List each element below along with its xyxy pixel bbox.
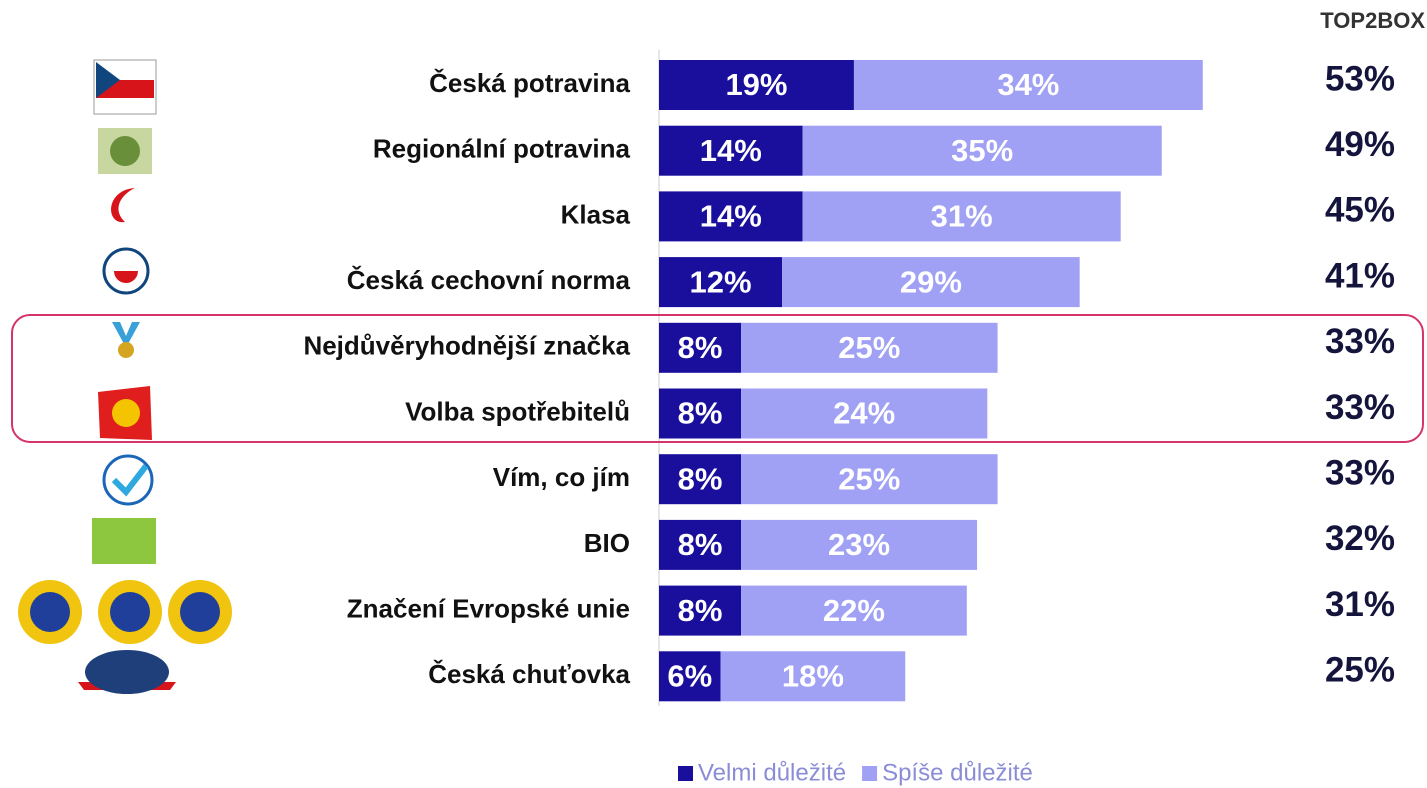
bar-segment <box>741 388 988 439</box>
category-label: BIO <box>584 528 630 558</box>
bar-segment <box>853 60 1203 110</box>
legend-label: Spíše důležité <box>882 759 1033 786</box>
top2box-value: 33% <box>1325 388 1395 427</box>
value-label: 35% <box>951 133 1013 168</box>
logo <box>112 399 140 427</box>
bar-segment <box>741 519 978 570</box>
legend-label: Velmi důležité <box>698 759 846 786</box>
bar-segment <box>659 454 742 505</box>
top2box-value: 33% <box>1325 322 1395 361</box>
bar-segment <box>659 191 803 242</box>
logo <box>102 454 154 506</box>
logo <box>85 650 169 694</box>
bar-segment <box>659 651 721 702</box>
value-label: 34% <box>997 67 1059 102</box>
value-label: 8% <box>678 461 723 496</box>
bar-segment <box>741 585 967 636</box>
bar-segment <box>782 257 1080 308</box>
value-label: 25% <box>838 330 900 365</box>
value-label: 6% <box>667 658 712 693</box>
value-label: 8% <box>678 396 723 431</box>
value-label: 19% <box>725 67 787 102</box>
value-label: 18% <box>782 658 844 693</box>
legend-swatch <box>678 766 693 781</box>
top2box-value: 49% <box>1325 125 1395 164</box>
category-label: Česká cechovní norma <box>347 265 631 295</box>
logo <box>111 464 149 497</box>
value-label: 14% <box>700 133 762 168</box>
logo <box>110 136 140 166</box>
bar-segment <box>659 257 783 308</box>
category-label: Volba spotřebitelů <box>405 396 630 426</box>
logo <box>112 322 140 344</box>
logo <box>30 592 70 632</box>
bar-segment <box>659 585 742 636</box>
category-label: Vím, co jím <box>493 462 630 492</box>
bar-segment <box>802 125 1162 176</box>
category-label: Nejdůvěryhodnější značka <box>303 331 630 361</box>
bar-segment <box>659 519 742 570</box>
value-label: 8% <box>678 593 723 628</box>
bar-segment <box>802 191 1121 242</box>
value-label: 29% <box>900 264 962 299</box>
category-label: Regionální potravina <box>373 134 631 164</box>
value-label: 31% <box>931 199 993 234</box>
value-label: 12% <box>690 264 752 299</box>
top2box-value: 33% <box>1325 453 1395 492</box>
top2box-value: 31% <box>1325 585 1395 624</box>
value-label: 8% <box>678 527 723 562</box>
bar-segment <box>659 125 803 176</box>
top2box-value: 32% <box>1325 519 1395 558</box>
value-label: 23% <box>828 527 890 562</box>
logos <box>18 59 232 694</box>
value-label: 24% <box>833 396 895 431</box>
logo <box>180 592 220 632</box>
logo <box>96 62 120 98</box>
top2box-value: 45% <box>1325 191 1395 230</box>
bar-segment <box>741 322 998 373</box>
highlight-box <box>11 314 1424 443</box>
category-label: Značení Evropské unie <box>347 593 630 623</box>
category-label: Česká chuťovka <box>428 659 630 689</box>
logo <box>114 271 138 283</box>
value-label: 8% <box>678 330 723 365</box>
logo <box>118 342 134 358</box>
top2box-value: 53% <box>1325 59 1395 98</box>
bar-segment <box>659 322 742 373</box>
top2box-value: 41% <box>1325 256 1395 295</box>
logo <box>111 188 135 223</box>
bar-segment <box>741 454 998 505</box>
category-label: Klasa <box>561 199 631 229</box>
legend-swatch <box>862 766 878 781</box>
bar-segment <box>659 60 854 110</box>
top2box-value: 25% <box>1325 651 1395 690</box>
bar-segment <box>720 651 906 702</box>
bar-segment <box>659 388 742 439</box>
logo <box>92 518 156 564</box>
top2box-title: TOP2BOX <box>1320 8 1425 33</box>
value-label: 25% <box>838 461 900 496</box>
logo <box>110 592 150 632</box>
value-label: 22% <box>823 593 885 628</box>
value-label: 14% <box>700 199 762 234</box>
category-label: Česká potravina <box>429 68 630 98</box>
